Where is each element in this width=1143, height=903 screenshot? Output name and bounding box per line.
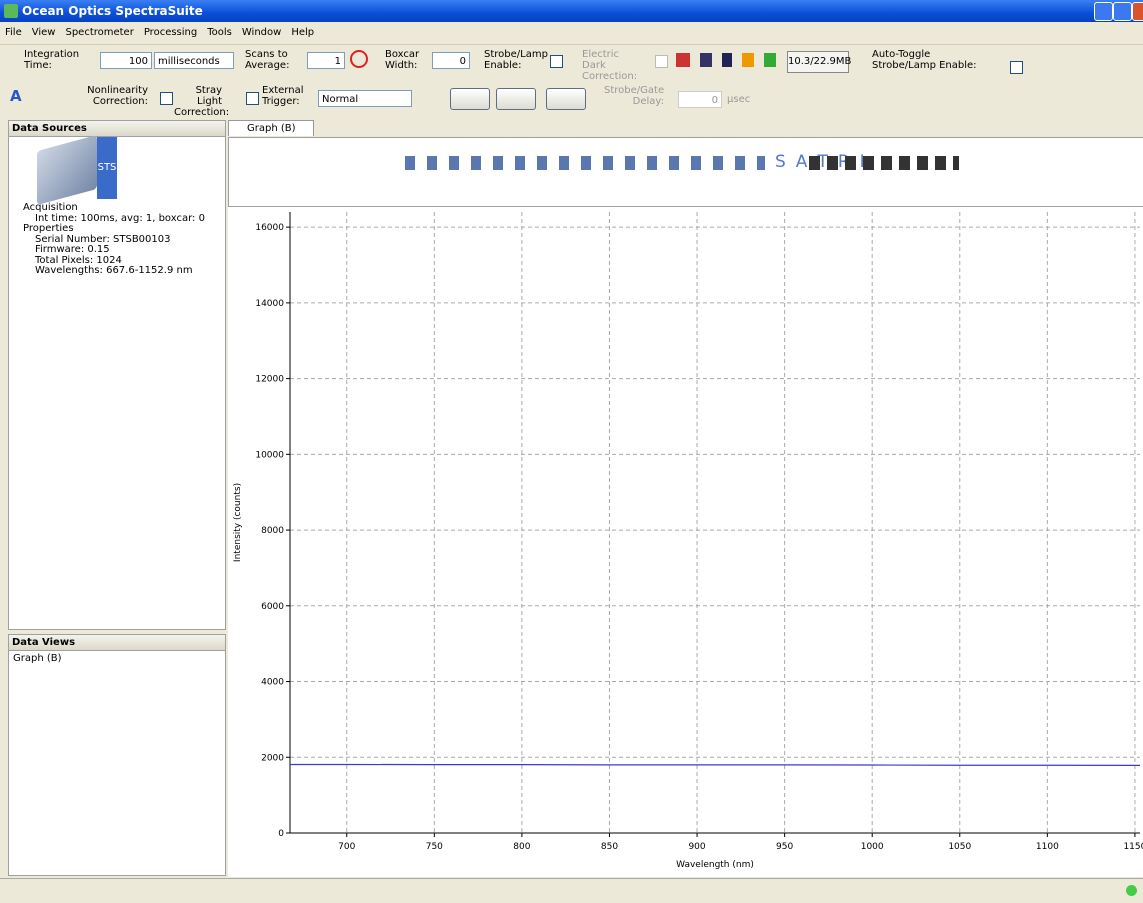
y-tick-label: 10000 [255,450,284,460]
checkbox[interactable] [246,92,259,105]
label: µsec [727,94,751,105]
stop-button[interactable] [350,50,368,68]
data-line [290,763,1141,767]
tree-item[interactable]: Serial Number: STSB00103 [35,233,171,245]
menu-item[interactable]: View [31,27,56,38]
y-tick-label: 6000 [261,602,284,612]
checkbox[interactable] [160,92,173,105]
icon-buttons[interactable] [676,53,776,67]
play-button[interactable] [546,88,586,110]
status-bar [0,878,1143,903]
label: Scans to Average: [245,49,290,71]
label: Strobe/Lamp Enable: [484,49,548,71]
x-axis-label: Wavelength (nm) [676,860,754,870]
y-tick-label: 2000 [261,753,284,763]
x-tick-label: 700 [338,842,355,852]
device-label: STS [97,137,117,199]
tree-item[interactable]: Acquisition [23,202,78,213]
step-button[interactable] [496,88,536,110]
x-tick-label: 950 [776,842,793,852]
tool-icons[interactable] [405,156,765,170]
checkbox[interactable] [550,55,563,68]
label: Stray Light Correction: [174,85,230,118]
x-tick-label: 900 [688,842,705,852]
close-button[interactable] [1132,2,1143,21]
x-tick-label: 800 [513,842,530,852]
data-views-panel: Data Views Graph (B) [8,634,226,876]
label: External Trigger: [262,85,304,107]
y-tick-label: 16000 [255,223,284,233]
minimize-button[interactable] [1094,2,1113,21]
maximize-button[interactable] [1113,2,1132,21]
trigger-select[interactable]: Normal [318,90,412,107]
icon: A [10,87,22,105]
label: Strobe/Gate Delay: [604,85,665,107]
x-tick-label: 1050 [948,842,971,852]
memory-indicator: 10.3/22.9MB [787,51,851,73]
tree-item[interactable]: Properties [23,223,74,234]
units-select[interactable]: milliseconds [154,52,234,69]
pause-button[interactable] [450,88,490,110]
tool-icons[interactable] [809,156,959,170]
window-title: Ocean Optics SpectraSuite [22,4,203,18]
y-axis-label: Intensity (counts) [233,483,243,562]
tree: Acquisition Int time: 100ms, avg: 1, boxc… [23,202,205,277]
label: Nonlinearity Correction: [87,85,148,107]
graph-toolbar: SATRI [228,137,1143,207]
checkbox[interactable] [1010,61,1023,74]
panel-header: Data Views [9,635,225,651]
tree-item[interactable]: Graph (B) [13,653,62,664]
menu-item[interactable]: Processing [143,27,198,38]
y-tick-label: 14000 [255,299,284,309]
label: Integration Time: [24,49,80,71]
label: Electric Dark Correction: [582,49,638,82]
x-tick-label: 1150 [1123,842,1143,852]
data-sources-panel: Data Sources STS Acquisition Int time: 10… [8,120,226,630]
title-bar: Ocean Optics SpectraSuite [0,0,1143,22]
graph-tab[interactable]: Graph (B) [228,120,314,136]
gate-input[interactable]: 0 [678,91,722,108]
checkbox[interactable] [655,55,668,68]
menu-item[interactable]: File [5,27,22,38]
y-tick-label: 0 [278,829,284,839]
tree-item[interactable]: Firmware: 0.15 [35,244,110,255]
x-tick-label: 850 [601,842,618,852]
boxcar-input[interactable]: 0 [432,52,470,69]
device-icon [37,134,97,206]
tool-letter[interactable]: S [775,152,786,172]
menu-bar: File View Spectrometer Processing Tools Windo… [0,22,1143,45]
x-tick-label: 750 [426,842,443,852]
scans-input[interactable]: 1 [307,52,345,69]
x-tick-label: 1000 [861,842,884,852]
y-tick-label: 8000 [261,526,284,536]
status-light [1126,885,1137,896]
menu-item[interactable]: Help [291,27,315,38]
label: Boxcar Width: [385,49,420,71]
y-tick-label: 4000 [261,678,284,688]
label: Auto-Toggle Strobe/Lamp Enable: [872,49,977,71]
chart: 0 2000 4000 6000 8000 10000 12000 14000 16000 700… [228,207,1143,877]
menu-item[interactable]: Window [241,27,282,38]
panel-header: Data Sources [9,121,225,137]
menu-item[interactable]: Tools [207,27,232,38]
toolbar: Integration Time: 100 milliseconds Scans… [0,45,1143,118]
y-tick-label: 12000 [255,375,284,385]
tool-letter[interactable]: A [795,152,808,172]
tree-item[interactable]: Wavelengths: 667.6-1152.9 nm [35,265,193,276]
x-tick-label: 1100 [1036,842,1059,852]
menu-item[interactable]: Spectrometer [65,27,134,38]
tree-item[interactable]: Total Pixels: 1024 [35,254,122,266]
app-icon [4,4,18,18]
tree-item[interactable]: Int time: 100ms, avg: 1, boxcar: 0 [35,212,205,224]
integration-time-input[interactable]: 100 [100,52,152,69]
